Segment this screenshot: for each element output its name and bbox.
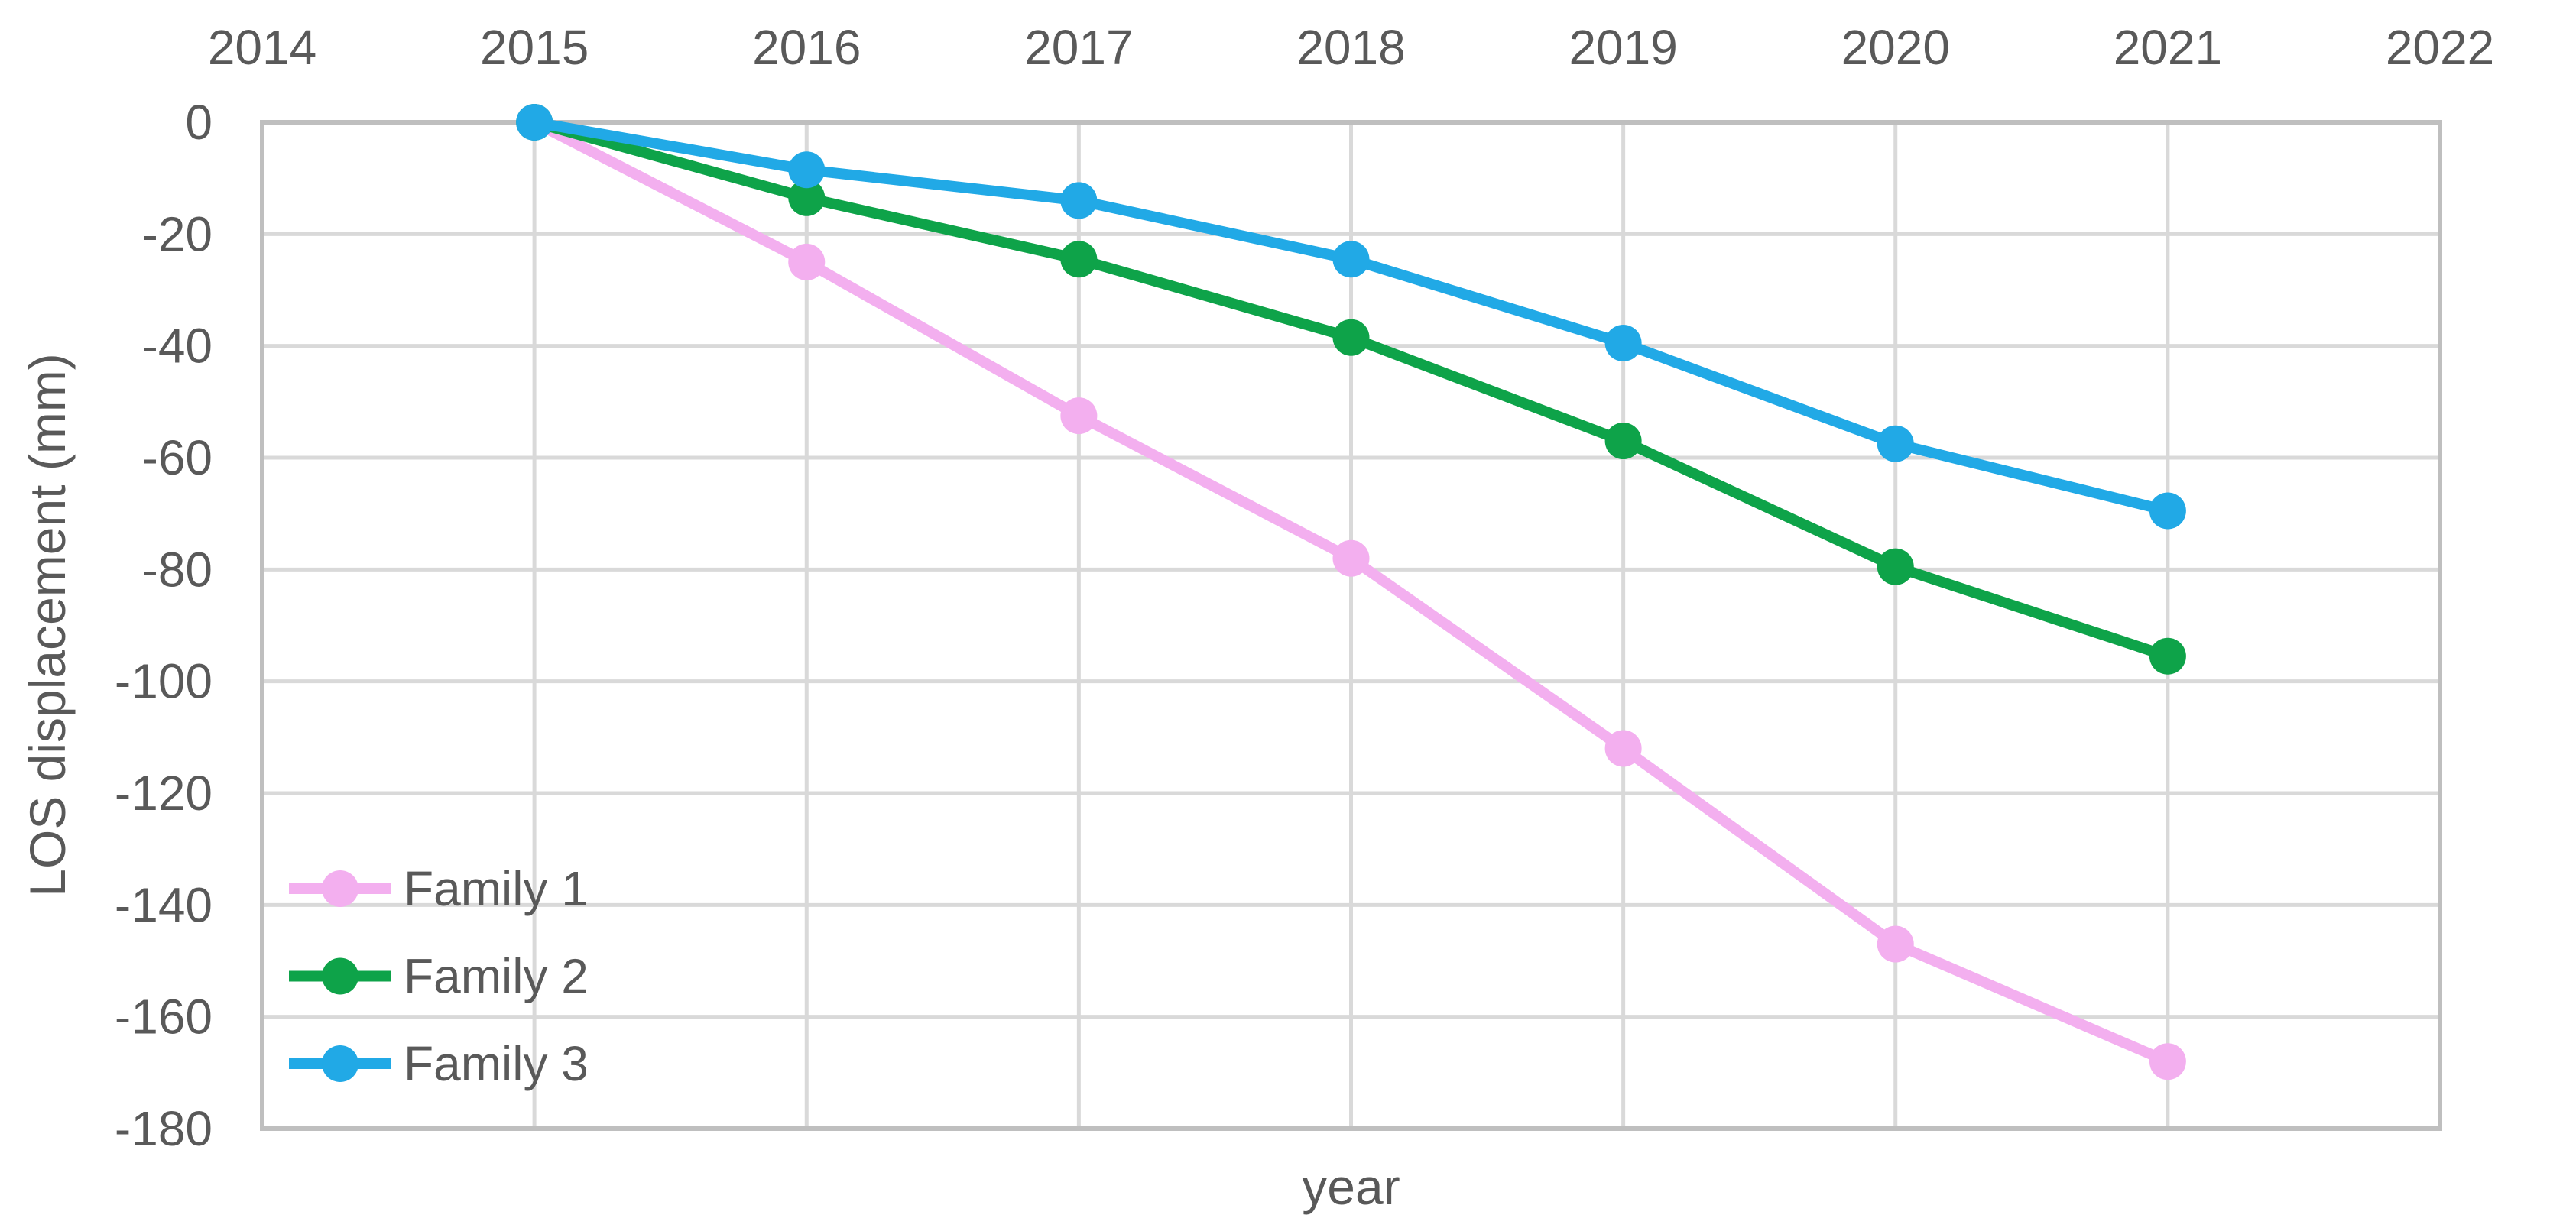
legend: Family 1 Family 2 Family 3 xyxy=(289,861,589,1091)
legend-label: Family 2 xyxy=(404,949,589,1004)
data-point-family-2-2020 xyxy=(1877,548,1914,585)
y-tick-label--140: -140 xyxy=(115,877,213,932)
data-point-family-3-2018 xyxy=(1332,241,1370,278)
x-tick-label-2014: 2014 xyxy=(208,20,316,75)
x-tick-label-2017: 2017 xyxy=(1024,20,1133,75)
data-point-family-2-2016 xyxy=(788,179,826,216)
data-point-family-3-2021 xyxy=(2149,492,2186,530)
x-tick-label-2020: 2020 xyxy=(1841,20,1950,75)
legend-circle-marker-icon xyxy=(322,1045,358,1082)
x-tick-label-2021: 2021 xyxy=(2114,20,2222,75)
data-point-family-2-2018 xyxy=(1332,319,1370,356)
data-point-family-2-2021 xyxy=(2149,637,2186,675)
x-tick-label-2015: 2015 xyxy=(480,20,589,75)
y-tick-label--60: -60 xyxy=(142,430,213,485)
y-tick-label--120: -120 xyxy=(115,766,213,821)
data-point-family-1-2020 xyxy=(1877,925,1914,963)
data-point-family-1-2016 xyxy=(788,243,826,280)
y-axis-title: LOS displacement (mm) xyxy=(19,353,76,897)
x-tick-label-2016: 2016 xyxy=(752,20,861,75)
y-tick-label--40: -40 xyxy=(142,319,213,374)
y-tick-label--80: -80 xyxy=(142,542,213,597)
legend-item-family-1: Family 1 xyxy=(289,861,589,916)
legend-label: Family 1 xyxy=(404,861,589,916)
data-point-family-3-2015 xyxy=(516,104,553,141)
data-point-family-2-2017 xyxy=(1060,241,1098,278)
legend-circle-marker-icon xyxy=(322,957,358,995)
y-axis-tick-labels: 0 -20 -40 -60 -80 -100 -120 -140 -160 -180 xyxy=(115,95,213,1156)
data-point-family-3-2020 xyxy=(1877,425,1914,462)
y-tick-label--180: -180 xyxy=(115,1101,213,1156)
legend-item-family-3: Family 3 xyxy=(289,1036,589,1091)
data-point-family-1-2017 xyxy=(1060,397,1098,435)
data-point-family-3-2016 xyxy=(788,151,826,189)
x-axis-tick-labels: 2014 2015 2016 2017 2018 2019 2020 2021 2022 xyxy=(208,20,2494,75)
legend-circle-marker-icon xyxy=(322,870,358,907)
data-point-family-2-2019 xyxy=(1604,423,1642,460)
y-tick-label--100: -100 xyxy=(115,654,213,709)
plot-border xyxy=(260,120,2442,1131)
series-family-3 xyxy=(516,104,2186,530)
data-point-family-1-2019 xyxy=(1604,730,1642,767)
data-point-family-3-2017 xyxy=(1060,182,1098,219)
x-tick-label-2019: 2019 xyxy=(1569,20,1677,75)
x-axis-title: year xyxy=(1302,1158,1400,1215)
y-tick-label--20: -20 xyxy=(142,206,213,261)
data-point-family-1-2018 xyxy=(1332,539,1370,577)
data-point-family-3-2019 xyxy=(1604,325,1642,362)
x-tick-label-2022: 2022 xyxy=(2386,20,2494,75)
x-tick-label-2018: 2018 xyxy=(1296,20,1405,75)
y-tick-label--160: -160 xyxy=(115,990,213,1045)
legend-item-family-2: Family 2 xyxy=(289,949,589,1004)
legend-label: Family 3 xyxy=(404,1036,589,1091)
data-point-family-1-2021 xyxy=(2149,1043,2186,1080)
series-family-2 xyxy=(516,104,2186,675)
y-tick-label-0: 0 xyxy=(185,95,213,150)
